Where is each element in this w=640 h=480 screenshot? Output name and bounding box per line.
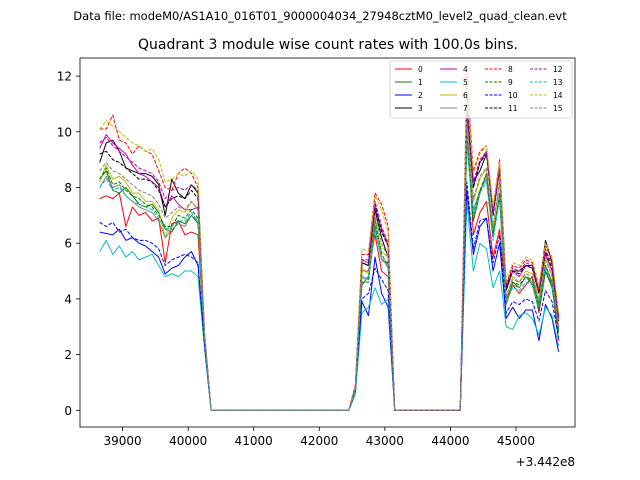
series-group bbox=[99, 72, 560, 411]
y-tick-label: 6 bbox=[64, 237, 72, 251]
legend-box bbox=[389, 60, 573, 119]
legend-label-2: 2 bbox=[418, 91, 423, 100]
y-tick-label: 8 bbox=[64, 181, 72, 195]
legend-label-6: 6 bbox=[463, 91, 468, 100]
legend-label-4: 4 bbox=[463, 65, 468, 74]
x-offset-label: +3.442e8 bbox=[516, 455, 575, 469]
plot-area bbox=[99, 72, 560, 411]
x-tick-label: 44000 bbox=[431, 434, 469, 448]
legend-label-5: 5 bbox=[463, 78, 468, 87]
x-tick-label: 41000 bbox=[235, 434, 273, 448]
legend-label-8: 8 bbox=[508, 65, 513, 74]
legend-label-0: 0 bbox=[418, 65, 423, 74]
x-tick-label: 43000 bbox=[366, 434, 404, 448]
y-tick-label: 12 bbox=[57, 70, 72, 84]
y-tick-label: 2 bbox=[64, 348, 72, 362]
legend-label-1: 1 bbox=[418, 78, 423, 87]
axes: 39000 40000 41000 42000 43000 44000 45000 0 2 4 6 8… bbox=[57, 57, 576, 448]
x-tick-label: 42000 bbox=[300, 434, 338, 448]
series-line-15 bbox=[99, 120, 560, 411]
x-tick-label: 40000 bbox=[169, 434, 207, 448]
legend-label-13: 13 bbox=[553, 78, 563, 87]
legend-label-11: 11 bbox=[508, 104, 518, 113]
x-tick-label: 39000 bbox=[104, 434, 142, 448]
y-tick-label: 4 bbox=[64, 292, 72, 306]
y-tick-label: 10 bbox=[57, 125, 72, 139]
legend-label-14: 14 bbox=[553, 91, 563, 100]
series-line-12 bbox=[99, 92, 560, 411]
legend-label-15: 15 bbox=[553, 104, 563, 113]
legend-label-12: 12 bbox=[553, 65, 563, 74]
legend-label-7: 7 bbox=[463, 104, 468, 113]
series-line-8 bbox=[99, 72, 560, 411]
x-tick-label: 45000 bbox=[497, 434, 535, 448]
suptitle: Data file: modeM0/AS1A10_016T01_90000040… bbox=[73, 9, 567, 23]
axes-frame bbox=[79, 57, 576, 428]
chart-title: Quadrant 3 module wise count rates with … bbox=[138, 37, 518, 53]
legend-label-10: 10 bbox=[508, 91, 518, 100]
legend-label-3: 3 bbox=[418, 104, 423, 113]
legend-label-9: 9 bbox=[508, 78, 513, 87]
y-tick-label: 0 bbox=[64, 404, 72, 418]
